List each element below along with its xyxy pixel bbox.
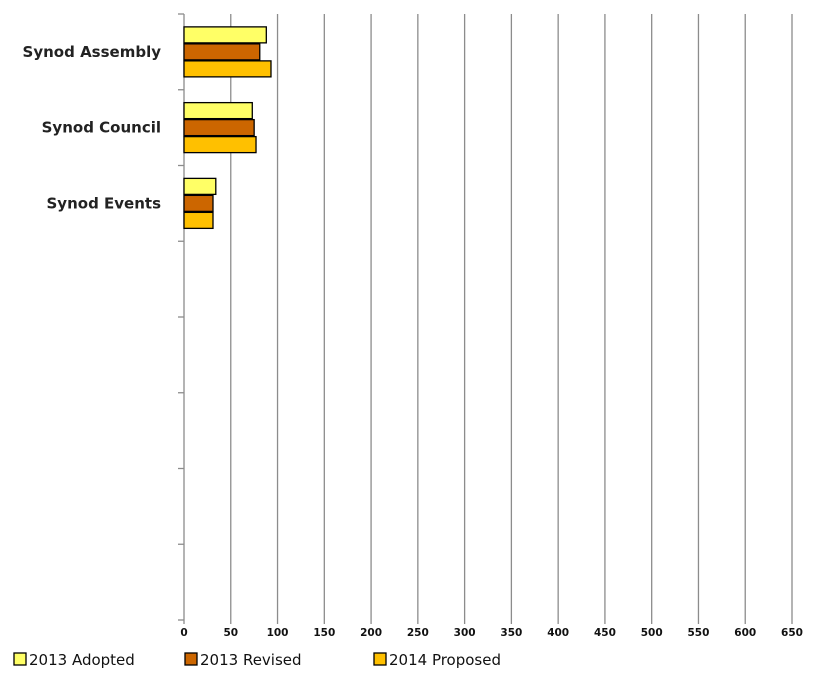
x-tick-label-150: 150	[313, 627, 335, 639]
bar-synod-council-2014-proposed	[183, 135, 257, 154]
category-label-synod-assembly: Synod Assembly	[23, 43, 162, 61]
x-tick-label-400: 400	[547, 627, 569, 639]
x-tick-label-100: 100	[267, 627, 289, 639]
axes	[178, 13, 793, 624]
bars	[183, 26, 272, 230]
bar-synod-events-2013-adopted	[183, 177, 217, 196]
x-tick-label-550: 550	[688, 627, 710, 639]
bar-synod-events-2014-proposed	[183, 211, 214, 230]
legend-swatch-2013-adopted	[13, 652, 27, 666]
category-label-synod-events: Synod Events	[47, 194, 162, 212]
bar-synod-events-2013-revised	[183, 194, 214, 213]
x-tick-label-50: 50	[223, 627, 238, 639]
x-tick-label-0: 0	[180, 627, 187, 639]
x-tick-label-500: 500	[641, 627, 663, 639]
x-tick-label-350: 350	[500, 627, 522, 639]
gridlines	[230, 14, 793, 620]
x-tick-label-300: 300	[454, 627, 476, 639]
bar-synod-assembly-2013-revised	[183, 43, 261, 61]
x-tick-label-650: 650	[781, 627, 803, 639]
x-tick-label-200: 200	[360, 627, 382, 639]
legend: 2013 Adopted 2013 Revised 2014 Proposed	[13, 651, 501, 669]
legend-swatch-2014-proposed	[373, 652, 387, 666]
x-tick-labels: 0 50 100 150 200 250 300 350 400 450 500 550 600 650	[180, 627, 803, 639]
bar-synod-council-2013-adopted	[183, 101, 253, 120]
legend-label-2014-proposed: 2014 Proposed	[389, 651, 501, 669]
bar-synod-assembly-2014-proposed	[183, 60, 272, 78]
category-label-synod-council: Synod Council	[42, 119, 161, 137]
x-tick-label-250: 250	[407, 627, 429, 639]
legend-label-2013-revised: 2013 Revised	[200, 651, 302, 669]
category-labels: Synod Assembly Synod Council Synod Events	[23, 43, 162, 213]
bar-synod-council-2013-revised	[183, 118, 255, 137]
x-tick-label-600: 600	[734, 627, 756, 639]
legend-swatch-2013-revised	[184, 652, 198, 666]
x-tick-label-450: 450	[594, 627, 616, 639]
legend-label-2013-adopted: 2013 Adopted	[29, 651, 135, 669]
bar-synod-assembly-2013-adopted	[183, 26, 267, 44]
